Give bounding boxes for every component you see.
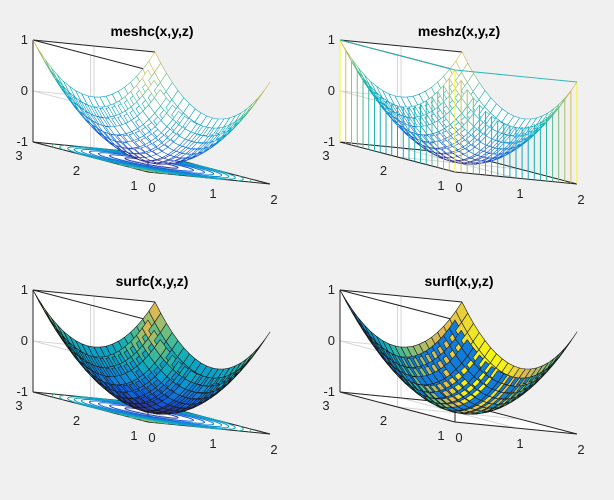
y-tick-label: 3 bbox=[322, 398, 329, 413]
z-tick-label: -1 bbox=[16, 134, 28, 149]
z-tick-label: 1 bbox=[328, 32, 335, 47]
axis-edge bbox=[339, 39, 463, 53]
panel-surfl: surfl(x,y,z) 0 1 2 1 2 3 -1 0 1 bbox=[307, 250, 614, 500]
z-tick-label: 0 bbox=[328, 333, 335, 348]
axis-edge bbox=[32, 39, 149, 71]
chart-title: surfl(x,y,z) bbox=[425, 273, 494, 289]
z-tick-label: 0 bbox=[21, 333, 28, 348]
axis-edge bbox=[32, 289, 156, 303]
panel-meshc: meshc(x,y,z) 0 1 2 1 2 3 -1 0 1 bbox=[0, 0, 307, 250]
axis-edge bbox=[339, 289, 456, 321]
contour-line bbox=[237, 175, 244, 182]
axis-edge bbox=[32, 289, 149, 321]
surface-cell bbox=[257, 81, 271, 100]
surface bbox=[339, 39, 578, 165]
contour-line bbox=[119, 413, 179, 426]
y-tick-label: 2 bbox=[73, 163, 80, 178]
x-tick-label: 1 bbox=[209, 186, 216, 201]
z-tick-label: 0 bbox=[21, 83, 28, 98]
z-tick-label: 1 bbox=[328, 282, 335, 297]
z-tick-label: -1 bbox=[323, 134, 335, 149]
contour-line bbox=[248, 428, 252, 433]
z-tick-label: 1 bbox=[21, 32, 28, 47]
panel-meshz: meshz(x,y,z) 0 1 2 1 2 3 -1 0 1 bbox=[307, 0, 614, 250]
surface-cell bbox=[257, 331, 271, 350]
z-tick-label: 1 bbox=[21, 282, 28, 297]
axis-edge bbox=[339, 289, 463, 303]
contour-line bbox=[237, 425, 244, 432]
surface bbox=[339, 289, 578, 415]
axis-edge bbox=[339, 391, 456, 423]
x-tick-label: 2 bbox=[270, 442, 277, 457]
x-tick-label: 2 bbox=[577, 192, 584, 207]
x-tick-label: 0 bbox=[148, 430, 155, 445]
z-tick-label: 0 bbox=[328, 83, 335, 98]
x-tick-label: 0 bbox=[148, 180, 155, 195]
contour-line bbox=[119, 163, 179, 176]
y-tick-label: 3 bbox=[15, 148, 22, 163]
x-tick-label: 1 bbox=[209, 436, 216, 451]
y-tick-label: 3 bbox=[322, 148, 329, 163]
x-tick-label: 0 bbox=[455, 430, 462, 445]
contour-line bbox=[59, 394, 66, 401]
contour-line bbox=[129, 166, 169, 175]
contour-line bbox=[59, 144, 66, 151]
z-tick-label: -1 bbox=[323, 384, 335, 399]
x-tick-label: 1 bbox=[516, 186, 523, 201]
surface bbox=[32, 39, 271, 165]
y-tick-label: 2 bbox=[380, 163, 387, 178]
y-tick-label: 1 bbox=[130, 178, 137, 193]
contour-line bbox=[51, 143, 55, 148]
axis-edge bbox=[454, 421, 578, 435]
z-tick-label: -1 bbox=[16, 384, 28, 399]
x-tick-label: 0 bbox=[455, 180, 462, 195]
axis-edge bbox=[32, 39, 156, 53]
y-tick-label: 1 bbox=[437, 178, 444, 193]
x-tick-label: 1 bbox=[516, 436, 523, 451]
contour-line bbox=[141, 169, 156, 173]
contour-line bbox=[51, 393, 55, 398]
y-tick-label: 1 bbox=[130, 428, 137, 443]
x-tick-label: 2 bbox=[270, 192, 277, 207]
surface-cell bbox=[564, 81, 578, 100]
y-tick-label: 3 bbox=[15, 398, 22, 413]
contour-line bbox=[248, 178, 252, 183]
y-tick-label: 1 bbox=[437, 428, 444, 443]
curtain bbox=[339, 39, 578, 184]
chart-title: surfc(x,y,z) bbox=[116, 273, 189, 289]
contour-line bbox=[129, 416, 169, 425]
contour-line bbox=[141, 419, 156, 423]
panel-surfc: surfc(x,y,z) 0 1 2 1 2 3 -1 0 1 bbox=[0, 250, 307, 500]
x-tick-label: 2 bbox=[577, 442, 584, 457]
curtain-edge bbox=[339, 39, 578, 83]
y-tick-label: 2 bbox=[73, 413, 80, 428]
y-tick-label: 2 bbox=[380, 413, 387, 428]
chart-title: meshc(x,y,z) bbox=[111, 23, 194, 39]
surface bbox=[32, 289, 271, 415]
surface-cell bbox=[564, 331, 578, 350]
chart-title: meshz(x,y,z) bbox=[418, 23, 500, 39]
